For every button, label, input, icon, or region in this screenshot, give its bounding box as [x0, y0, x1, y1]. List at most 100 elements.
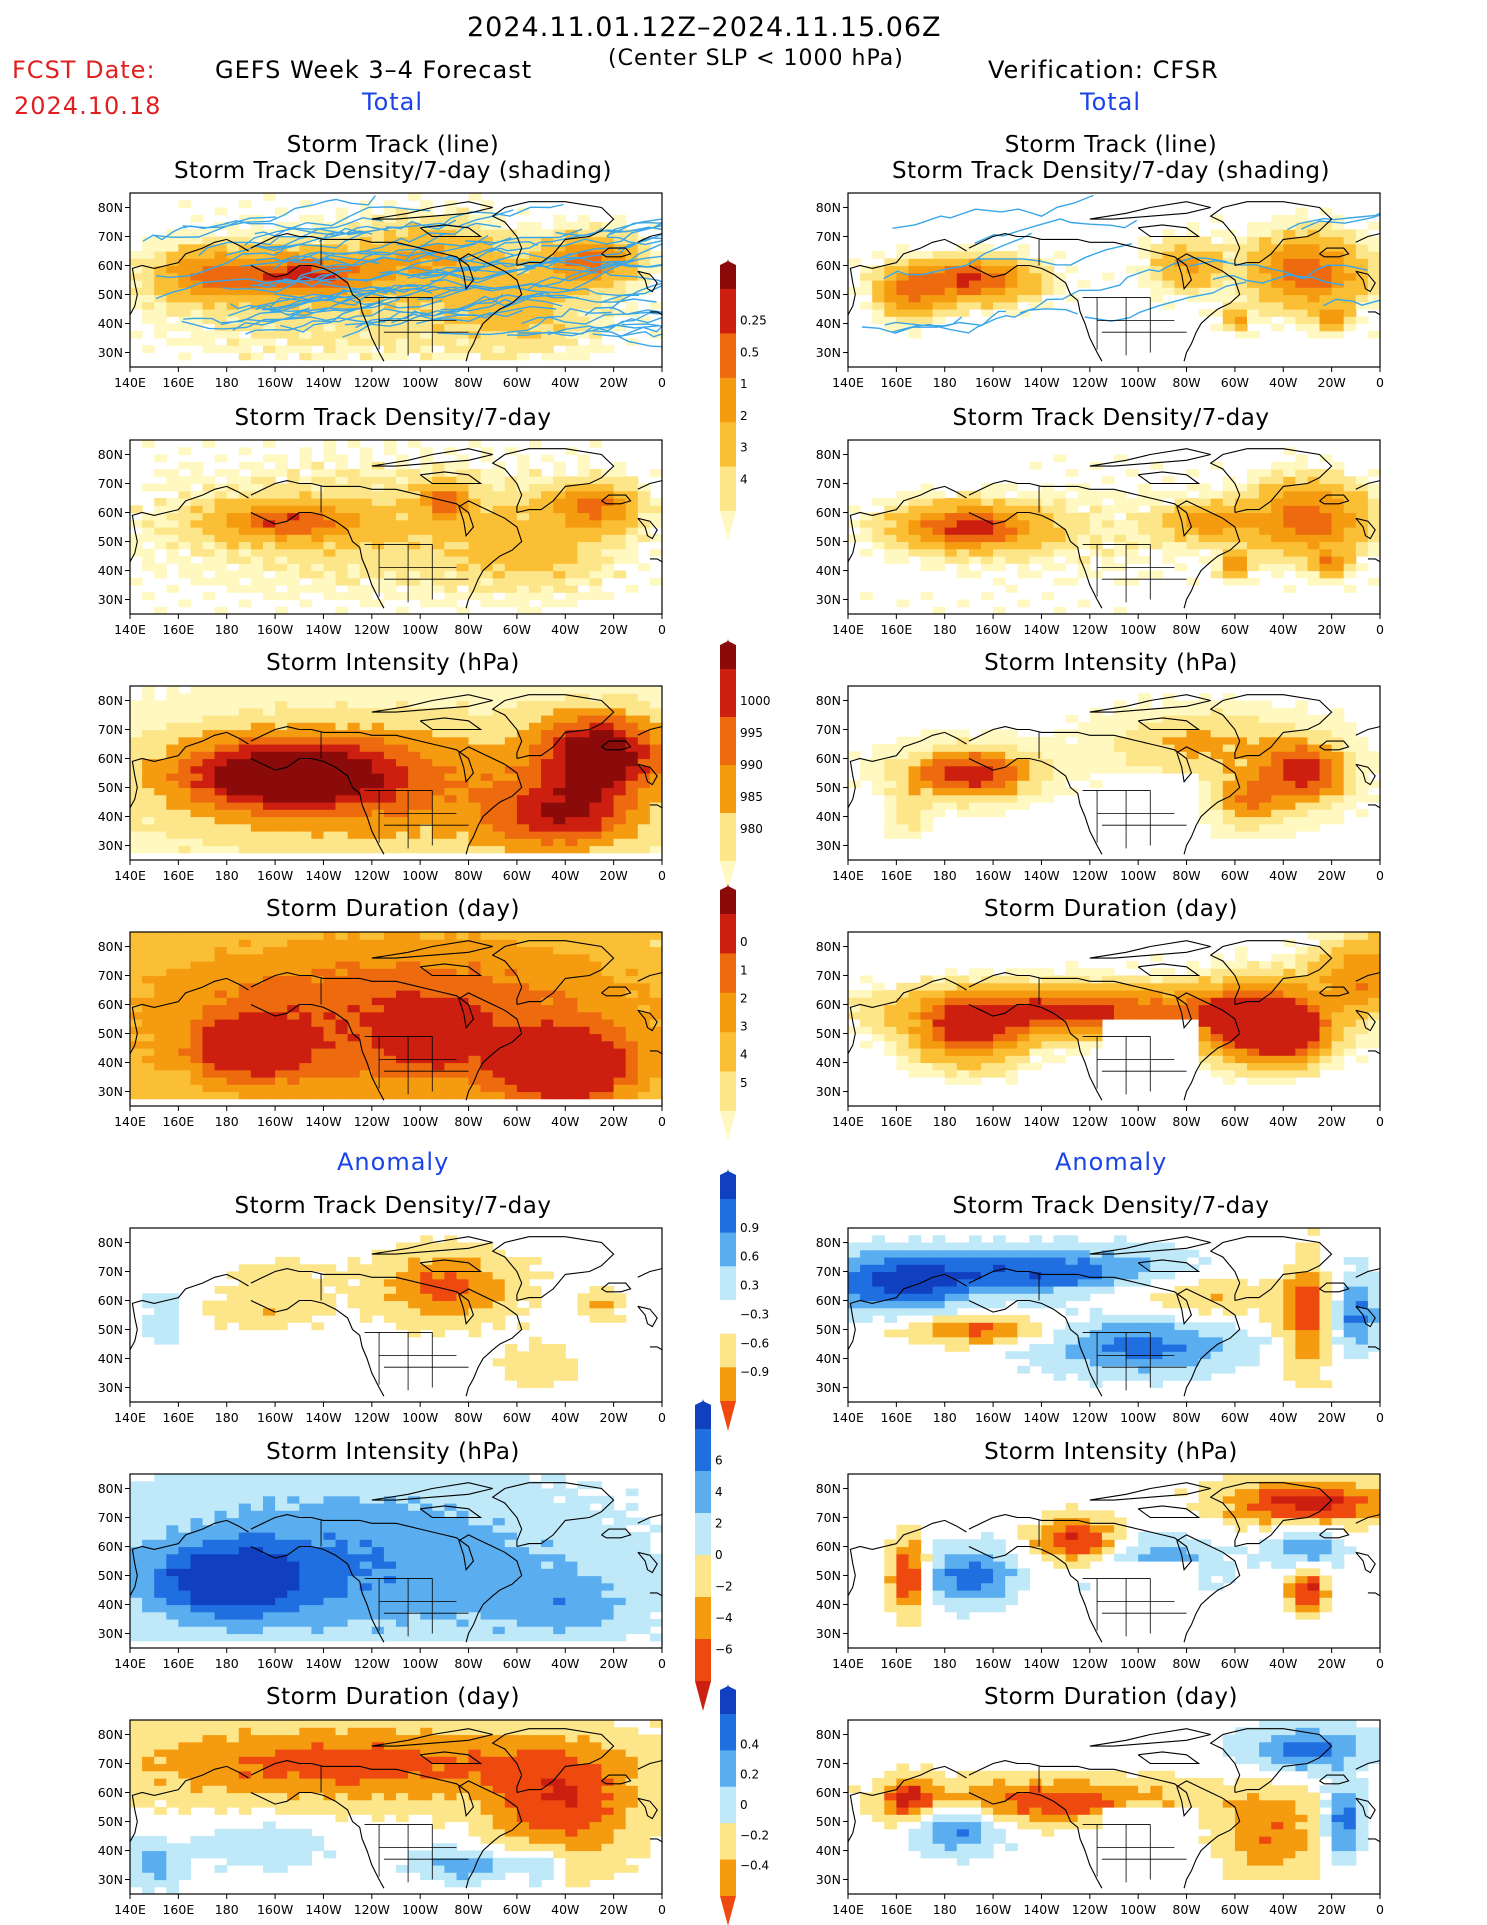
lat-tick-label: 50N — [98, 780, 123, 795]
lon-tick-label: 40W — [551, 868, 579, 883]
map-panel-obs-density: 140E 160E 180 160W 140W 120W 100W 80W 60W 40W 20W 0… — [816, 439, 1384, 637]
storm-tracks-fcst-track — [142, 195, 662, 348]
lat-tick-label: 80N — [98, 693, 123, 708]
lat-tick-label: 30N — [816, 1872, 841, 1887]
title-obs-duration-anom: Storm Duration (day) — [984, 1684, 1238, 1710]
lat-tick-label: 40N — [816, 1351, 841, 1366]
colorbar-tick-label: 0 — [740, 1798, 748, 1812]
lon-tick-label: 180 — [215, 622, 239, 637]
lat-tick-label: 70N — [98, 722, 123, 737]
lon-tick-label: 160W — [975, 375, 1011, 390]
section-anomaly-left: Anomaly — [337, 1148, 450, 1176]
lat-tick-label: 30N — [816, 592, 841, 607]
coastlines-obs-intensity-anom — [848, 1482, 1380, 1643]
lon-tick-label: 160E — [880, 1902, 912, 1917]
lon-tick-label: 60W — [1221, 1410, 1249, 1425]
lon-tick-label: 160E — [880, 1656, 912, 1671]
lon-tick-label: 140W — [305, 1410, 341, 1425]
colorbar-tick-label: 0.9 — [740, 1221, 759, 1235]
lat-tick-label: 70N — [816, 722, 841, 737]
frame-obs-density — [847, 439, 1381, 615]
lon-tick-label: 160E — [880, 1114, 912, 1129]
duration-total-colorbar: 0 1 2 3 4 5 — [720, 884, 748, 1141]
lon-tick-label: 80W — [1172, 1902, 1200, 1917]
lat-tick-label: 60N — [98, 1539, 123, 1554]
field-fcst-track — [130, 193, 662, 367]
lon-tick-label: 0 — [658, 868, 666, 883]
colorbar-tick-label: 3 — [740, 1020, 748, 1034]
map-panel-obs-track: 140E 160E 180 160W 140W 120W 100W 80W 60W 40W 20W 0… — [816, 192, 1384, 390]
map-panel-obs-density-anom: 140E 160E 180 160W 140W 120W 100W 80W 60W 40W 20W 0… — [816, 1227, 1384, 1425]
lat-tick-label: 60N — [98, 1293, 123, 1308]
lon-tick-label: 160W — [975, 622, 1011, 637]
lon-tick-label: 60W — [1221, 622, 1249, 637]
lat-tick-label: 70N — [816, 1510, 841, 1525]
lat-tick-label: 30N — [98, 1084, 123, 1099]
section-anomaly-right: Anomaly — [1055, 1148, 1168, 1176]
frame-obs-duration — [847, 931, 1381, 1107]
map-panel-fcst-intensity-anom: 140E 160E 180 160W 140W 120W 100W 80W 60W 40W 20W 0… — [98, 1473, 666, 1671]
map-panel-fcst-duration: 140E 160E 180 160W 140W 120W 100W 80W 60W 40W 20W 0… — [98, 931, 666, 1129]
lon-tick-label: 80W — [454, 1902, 482, 1917]
lon-tick-label: 160E — [162, 1410, 194, 1425]
lon-tick-label: 20W — [1318, 1114, 1346, 1129]
lon-tick-label: 80W — [1172, 1114, 1200, 1129]
lat-tick-label: 60N — [816, 1785, 841, 1800]
field-fcst-density — [130, 440, 662, 614]
lat-tick-label: 70N — [98, 229, 123, 244]
lon-tick-label: 180 — [933, 1114, 957, 1129]
lon-tick-label: 0 — [1376, 1902, 1384, 1917]
lat-tick-label: 50N — [98, 1026, 123, 1041]
coastlines-fcst-duration-anom — [130, 1728, 662, 1889]
colorbar-tick-label: 4 — [740, 472, 748, 486]
field-obs-duration — [848, 932, 1380, 1106]
lat-tick-label: 40N — [816, 1055, 841, 1070]
lat-tick-label: 70N — [98, 968, 123, 983]
lon-tick-label: 160E — [162, 1902, 194, 1917]
colorbar-tick-label: 980 — [740, 822, 763, 836]
lon-tick-label: 160E — [162, 868, 194, 883]
field-fcst-duration-anom — [130, 1720, 662, 1894]
lon-tick-label: 160E — [880, 868, 912, 883]
colorbar-tick-label: 1 — [740, 377, 748, 391]
title-fcst-duration: Storm Duration (day) — [266, 896, 520, 922]
lon-tick-label: 80W — [454, 1410, 482, 1425]
map-panel-fcst-intensity: 140E 160E 180 160W 140W 120W 100W 80W 60W 40W 20W 0… — [98, 685, 666, 883]
map-panel-obs-duration: 140E 160E 180 160W 140W 120W 100W 80W 60W 40W 20W 0… — [816, 931, 1384, 1129]
lon-tick-label: 140E — [832, 1114, 864, 1129]
lat-tick-label: 80N — [816, 1727, 841, 1742]
lon-tick-label: 120W — [354, 375, 390, 390]
lat-tick-label: 80N — [98, 447, 123, 462]
lon-tick-label: 120W — [354, 1410, 390, 1425]
lat-tick-label: 30N — [98, 1380, 123, 1395]
map-panel-fcst-density-anom: 140E 160E 180 160W 140W 120W 100W 80W 60W 40W 20W 0… — [98, 1227, 666, 1425]
lon-tick-label: 140E — [832, 868, 864, 883]
lon-tick-label: 120W — [1072, 1656, 1108, 1671]
lon-tick-label: 140W — [1023, 622, 1059, 637]
slp-criterion: (Center SLP < 1000 hPa) — [608, 46, 904, 71]
lon-tick-label: 60W — [1221, 1902, 1249, 1917]
lat-tick-label: 40N — [98, 563, 123, 578]
lat-tick-label: 60N — [98, 751, 123, 766]
lat-tick-label: 80N — [816, 1235, 841, 1250]
lon-tick-label: 40W — [551, 375, 579, 390]
lon-tick-label: 160W — [257, 375, 293, 390]
coastlines-fcst-duration — [130, 940, 662, 1101]
lat-tick-label: 70N — [98, 1756, 123, 1771]
title-obs-density-anom: Storm Track Density/7-day — [952, 1193, 1270, 1219]
lon-tick-label: 140E — [832, 1656, 864, 1671]
title-obs-intensity-anom: Storm Intensity (hPa) — [984, 1439, 1238, 1465]
section-total-right: Total — [1080, 88, 1142, 116]
lon-tick-label: 0 — [658, 1656, 666, 1671]
lat-tick-label: 80N — [98, 939, 123, 954]
lon-tick-label: 0 — [658, 1902, 666, 1917]
lat-tick-label: 30N — [98, 838, 123, 853]
title-obs-intensity: Storm Intensity (hPa) — [984, 650, 1238, 676]
lat-tick-label: 80N — [816, 1481, 841, 1496]
colorbar-tick-label: 0 — [715, 1548, 723, 1562]
lat-tick-label: 80N — [98, 200, 123, 215]
lat-tick-label: 50N — [816, 1568, 841, 1583]
colorbar-tick-label: −0.2 — [740, 1828, 769, 1842]
lon-tick-label: 160W — [257, 1114, 293, 1129]
lon-tick-label: 0 — [1376, 868, 1384, 883]
